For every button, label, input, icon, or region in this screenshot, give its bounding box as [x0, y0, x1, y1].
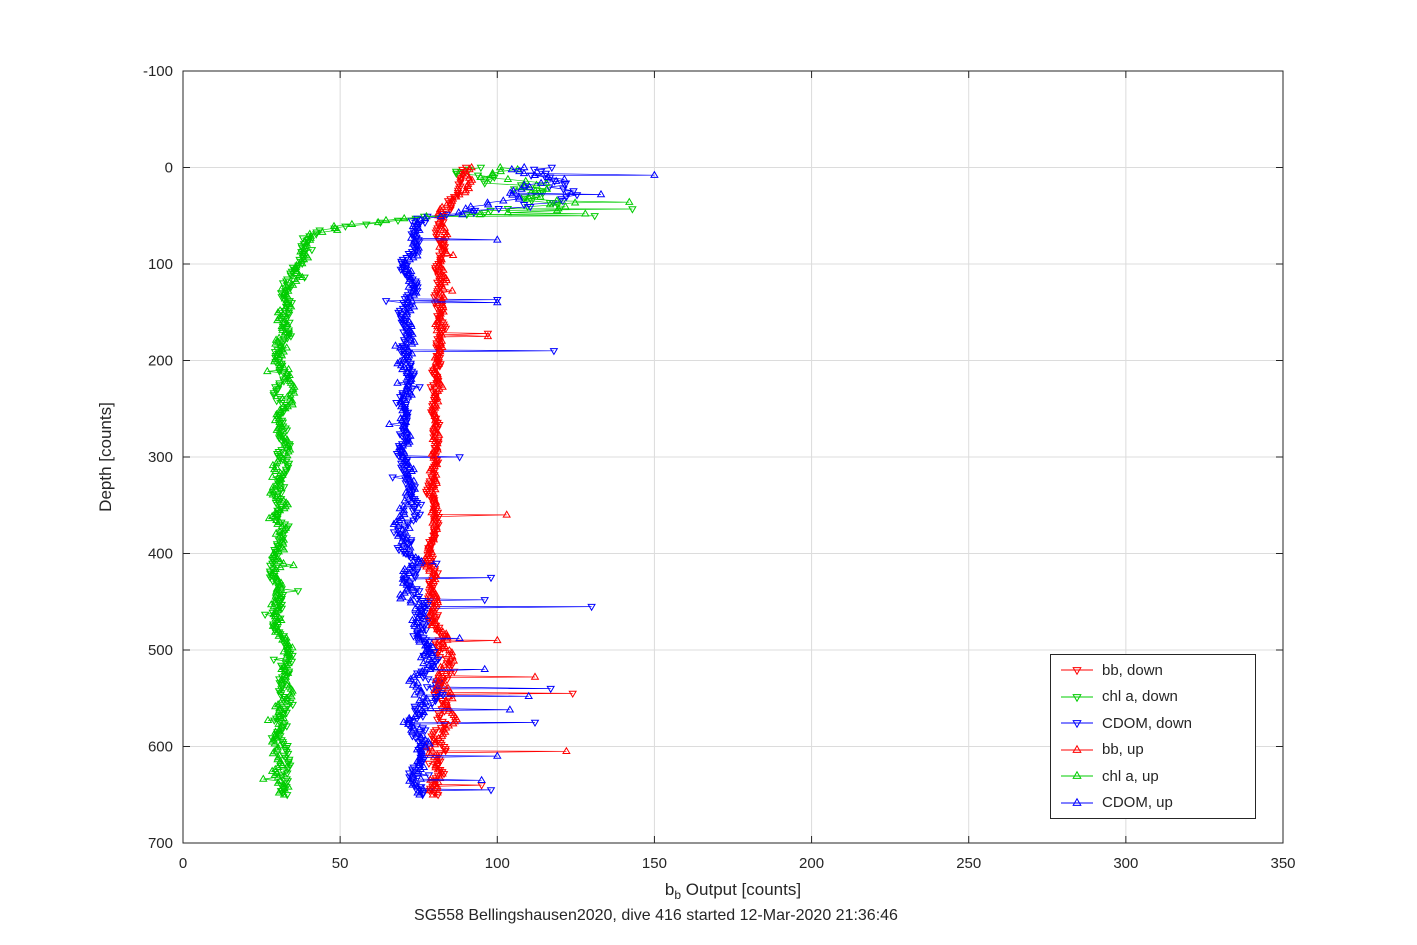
y-axis-label: Depth [counts] [96, 402, 115, 512]
y-tick-label: -100 [143, 63, 173, 80]
x-tick-label: 350 [1270, 855, 1295, 872]
y-tick-label: 400 [148, 546, 173, 563]
series-bb-up [420, 162, 571, 798]
legend-marker-bb-down [1061, 667, 1093, 676]
series-cdom-up [385, 162, 659, 798]
series-markers-cdom-up [385, 162, 659, 798]
x-tick-label: 50 [332, 855, 349, 872]
legend-label: chl a, down [1102, 688, 1178, 706]
legend-marker-chl-a-down [1061, 693, 1093, 702]
legend-item-cdom-up[interactable]: CDOM, up [1060, 790, 1246, 817]
y-tick-label: 0 [165, 160, 173, 177]
x-tick-label: 0 [179, 855, 187, 872]
series-markers-bb-up [420, 162, 571, 798]
legend-box[interactable]: bb, down chl a, down CDOM, down bb, up chl a… [1050, 654, 1256, 819]
legend-marker-bb-up [1061, 744, 1093, 753]
tick-labels: 0 50 100 150 200 250 300 350 -100 0 100 200 300 400 50… [143, 63, 1296, 872]
legend-item-bb-up[interactable]: bb, up [1060, 737, 1246, 764]
legend-marker-cdom-up [1061, 797, 1093, 806]
legend-marker-chl-a-up [1061, 771, 1093, 780]
legend-label: bb, down [1102, 661, 1163, 679]
legend-item-bb-down[interactable]: bb, down [1060, 657, 1246, 684]
xlabel-subscript: b [674, 888, 682, 903]
x-tick-label: 150 [642, 855, 667, 872]
x-tick-label: 200 [799, 855, 824, 872]
legend-item-cdom-down[interactable]: CDOM, down [1060, 710, 1246, 737]
y-tick-label: 200 [148, 353, 173, 370]
y-tick-label: 700 [148, 835, 173, 852]
y-tick-label: 300 [148, 449, 173, 466]
figure-title: SG558 Bellingshausen2020, dive 416 start… [414, 907, 898, 924]
series-chl-a-up [259, 162, 634, 798]
x-tick-label: 300 [1113, 855, 1138, 872]
xlabel-rest: Output [counts] [681, 879, 802, 899]
y-tick-label: 600 [148, 739, 173, 756]
legend-item-chl-a-up[interactable]: chl a, up [1060, 763, 1246, 790]
xlabel-main: b [664, 879, 675, 899]
legend-label: CDOM, down [1102, 714, 1193, 732]
x-tick-label: 250 [956, 855, 981, 872]
legend-label: chl a, up [1102, 767, 1159, 785]
x-tick-label: 100 [485, 855, 510, 872]
tick-marks [182, 70, 1284, 844]
y-tick-label: 100 [148, 256, 173, 273]
series-line-bb-down [425, 167, 573, 796]
legend-label: bb, up [1102, 741, 1144, 759]
y-tick-label: 500 [148, 642, 173, 659]
legend-label: CDOM, up [1102, 794, 1173, 812]
legend-marker-cdom-down [1061, 720, 1093, 729]
x-axis-label: bb Output [counts] [665, 880, 801, 902]
series-markers-chl-a-up [259, 162, 634, 798]
legend-item-chl-a-down[interactable]: chl a, down [1060, 684, 1246, 711]
